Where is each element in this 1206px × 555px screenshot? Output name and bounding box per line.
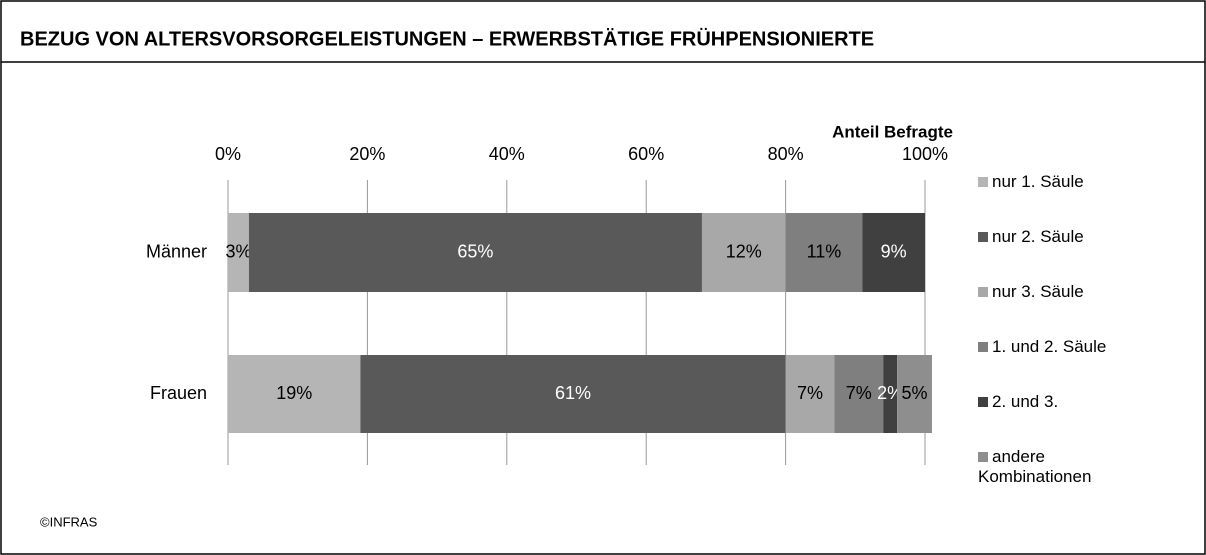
bar-segment	[834, 355, 884, 433]
bar-segment	[862, 213, 925, 292]
x-tick-label: 80%	[768, 144, 804, 164]
data-label: 5%	[902, 383, 928, 403]
data-label: 3%	[225, 241, 251, 261]
legend-label: 2. und 3.	[992, 392, 1059, 411]
legend-swatch	[978, 397, 988, 407]
legend-swatch	[978, 452, 988, 462]
legend-swatch	[978, 232, 988, 242]
bar-segment	[785, 355, 835, 433]
x-tick-label: 100%	[902, 144, 948, 164]
data-label: 2%	[877, 383, 903, 403]
bar-segment	[897, 355, 932, 433]
bar-segment	[785, 213, 863, 292]
legend-item: andere Kombinationen	[978, 447, 1128, 487]
x-axis-label: Anteil Befragte	[832, 122, 953, 141]
data-label: 19%	[276, 383, 312, 403]
data-label: 7%	[797, 383, 823, 403]
x-tick-label: 40%	[489, 144, 525, 164]
y-tick-label: Frauen	[150, 383, 207, 403]
x-tick-label: 0%	[215, 144, 241, 164]
bar-segment	[228, 355, 361, 433]
data-label: 12%	[726, 241, 762, 261]
bar-segment	[360, 355, 786, 433]
legend-swatch	[978, 287, 988, 297]
legend-item: 2. und 3.	[978, 392, 1128, 412]
legend-item: nur 2. Säule	[978, 227, 1128, 247]
legend-label: 1. und 2. Säule	[992, 337, 1107, 356]
legend-swatch	[978, 177, 988, 187]
legend-swatch	[978, 342, 988, 352]
data-label: 65%	[457, 241, 493, 261]
data-label: 61%	[555, 383, 591, 403]
legend-label: nur 1. Säule	[992, 172, 1084, 191]
legend-label: nur 2. Säule	[992, 227, 1084, 246]
legend-label: andere Kombinationen	[978, 447, 1092, 486]
legend-item: 1. und 2. Säule	[978, 337, 1128, 357]
data-label: 9%	[881, 241, 907, 261]
data-label: 7%	[846, 383, 872, 403]
y-tick-label: Männer	[146, 241, 207, 261]
legend-item: nur 3. Säule	[978, 282, 1128, 302]
bar-segment	[701, 213, 786, 292]
x-tick-label: 60%	[628, 144, 664, 164]
source: ©INFRAS	[40, 514, 98, 529]
bar-segment	[228, 213, 249, 292]
x-tick-label: 20%	[349, 144, 385, 164]
data-label: 11%	[807, 241, 842, 261]
legend-item: nur 1. Säule	[978, 172, 1128, 192]
chart-title: BEZUG VON ALTERSVORSORGELEISTUNGEN – ERW…	[20, 27, 874, 50]
legend-label: nur 3. Säule	[992, 282, 1084, 301]
bar-segment	[248, 213, 702, 292]
bar-segment	[883, 355, 898, 433]
